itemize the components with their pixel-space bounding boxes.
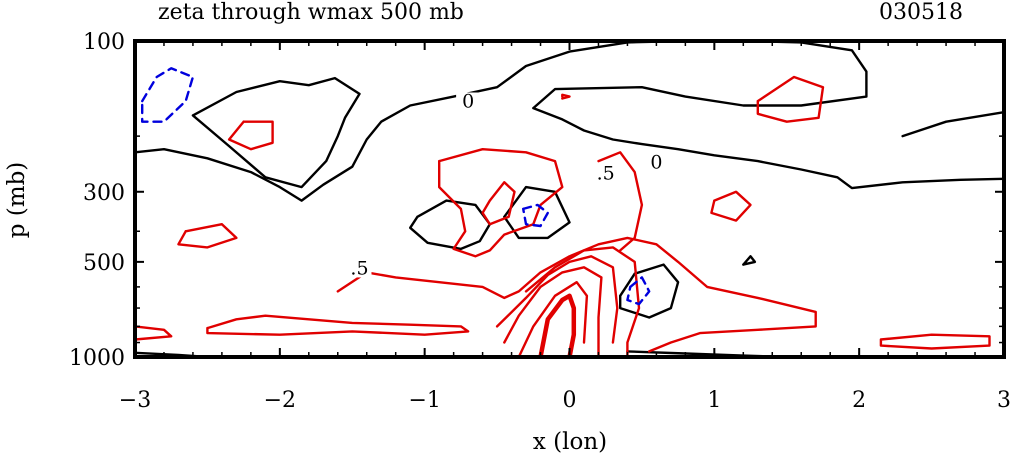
contour-lines <box>135 41 1004 357</box>
y-tick-label: 500 <box>83 251 125 276</box>
positive-contour-line <box>879 333 991 350</box>
x-tick-label: 3 <box>997 388 1011 413</box>
positive-contour-line <box>177 223 238 249</box>
contour-label: 0 <box>462 91 474 113</box>
y-axis-label: p (mb) <box>4 162 30 239</box>
contour-label: .5 <box>597 162 615 184</box>
y-axis: 100 300 500 1000 <box>69 30 1004 371</box>
x-tick-label: 2 <box>852 388 866 413</box>
contour-label: 0 <box>650 152 662 174</box>
positive-contour-line <box>561 93 571 100</box>
positive-contour-line <box>495 255 619 344</box>
x-tick-label: 0 <box>563 388 577 413</box>
zero-contour-line <box>619 263 680 319</box>
y-tick-label: 300 <box>83 181 125 206</box>
positive-contour-line-thick <box>538 293 577 357</box>
negative-contour-line <box>522 203 549 228</box>
positive-contour-line <box>206 314 470 336</box>
x-tick-label: −3 <box>119 388 151 413</box>
chart-title: zeta through wmax 500 mb <box>158 0 464 25</box>
positive-contour-line <box>710 190 752 222</box>
positive-contour-line <box>517 281 589 357</box>
x-tick-label: −2 <box>264 388 296 413</box>
x-axis-label: x (lon) <box>533 429 607 455</box>
contour-label-bg <box>593 164 618 183</box>
positive-contour-line <box>135 325 173 341</box>
negative-contour-line <box>141 67 195 123</box>
positive-contour-line <box>503 266 603 357</box>
contour-labels: 0 0 .5 .5 <box>347 91 669 279</box>
contour-label: .5 <box>350 257 368 279</box>
contour-label-bg <box>456 92 481 111</box>
date-label: 030518 <box>879 0 963 25</box>
y-tick-label: 100 <box>83 30 125 55</box>
y-tick-label: 1000 <box>69 346 125 371</box>
zero-contour-line <box>409 199 491 251</box>
x-tick-label: 1 <box>707 388 721 413</box>
negative-contour-line <box>626 276 651 306</box>
positive-contour-line <box>481 181 516 226</box>
x-tick-label: −1 <box>408 388 440 413</box>
positive-contour-line <box>756 75 825 123</box>
zero-contour-line <box>135 41 1004 202</box>
zero-contour-line <box>503 185 571 240</box>
positive-contour-line <box>227 120 274 151</box>
zero-contour-line <box>191 76 361 189</box>
zero-contour-line <box>742 255 757 266</box>
contour-label-bg <box>644 153 669 172</box>
x-axis: −3 −2 −1 0 1 2 3 <box>119 41 1011 413</box>
positive-contour-line <box>597 151 644 252</box>
zero-contour-line <box>901 111 1004 138</box>
positive-contour-line <box>438 148 564 258</box>
contour-label-bg <box>347 259 372 278</box>
positive-contour-line <box>524 246 641 357</box>
positive-contour-line <box>336 236 817 353</box>
